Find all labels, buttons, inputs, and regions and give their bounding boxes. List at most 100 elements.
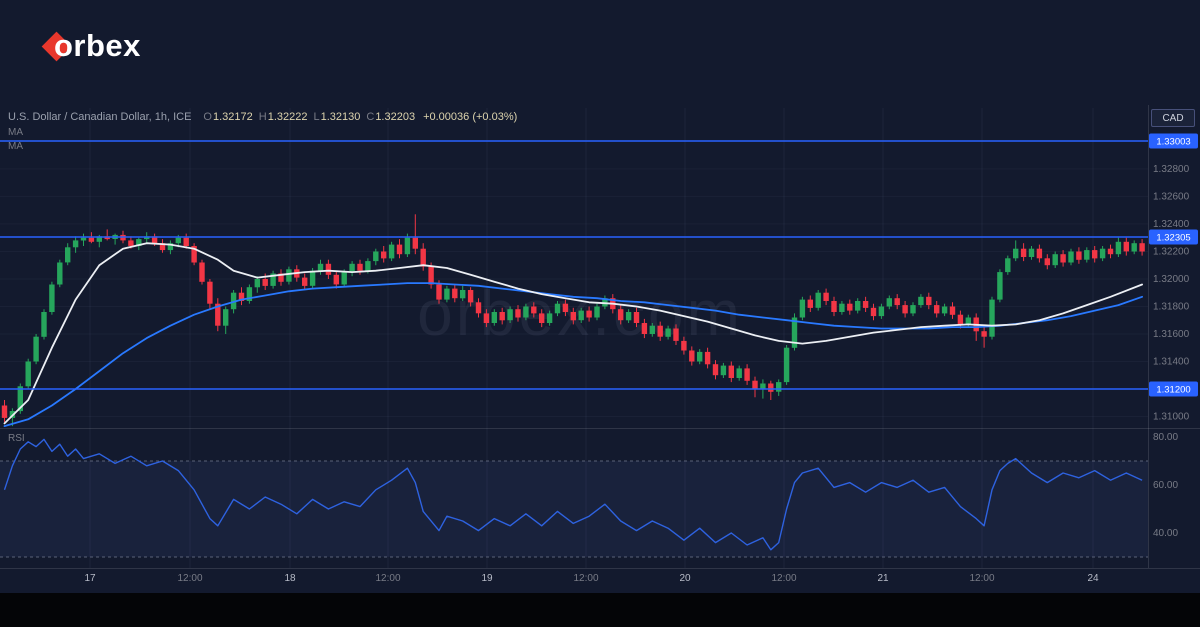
rsi-line xyxy=(3,438,1143,551)
candle-body xyxy=(902,305,908,314)
candle-body xyxy=(25,361,31,387)
candle-body xyxy=(523,306,529,318)
candle-body xyxy=(594,306,600,318)
candle-body xyxy=(420,248,426,267)
candle-body xyxy=(894,298,900,306)
candle-body xyxy=(254,279,260,288)
candle-body xyxy=(768,383,774,392)
candle-body xyxy=(183,237,189,246)
candle-body xyxy=(1028,248,1035,257)
candle-body xyxy=(799,299,806,318)
candle-body xyxy=(444,288,450,300)
chart-header: U.S. Dollar / Canadian Dollar, 1h, ICE O 1… xyxy=(8,111,517,123)
candle-body xyxy=(333,274,339,285)
candle-body xyxy=(317,263,324,271)
candle-body xyxy=(278,273,284,282)
price-level-badge-label: 1.33003 xyxy=(1156,137,1190,148)
candle-body xyxy=(689,350,695,362)
candle-body xyxy=(309,270,316,286)
candle-body xyxy=(270,273,276,286)
candle-body xyxy=(128,240,134,246)
candle-body xyxy=(989,299,995,337)
candle-body xyxy=(546,313,553,323)
low-value: 1.32130 xyxy=(320,111,361,123)
candle-body xyxy=(728,365,734,378)
candle-body xyxy=(1036,248,1043,259)
time-axis-label: 12:00 xyxy=(375,573,400,584)
candle-body xyxy=(365,261,371,271)
time-axis-label: 17 xyxy=(84,573,96,584)
candle-body xyxy=(396,244,403,255)
chart-canvas[interactable]: 1.32800 1.32600 1.32400 1.32200 1.32000 1.318… xyxy=(0,0,1200,593)
candle-body xyxy=(949,306,956,315)
candle-body xyxy=(704,351,711,365)
candle-body xyxy=(776,382,782,392)
candle-body xyxy=(1052,254,1058,266)
close-value: 1.32203 xyxy=(375,111,416,123)
candle-body xyxy=(325,263,332,275)
candle-body xyxy=(697,351,703,362)
candle-body xyxy=(847,303,853,311)
rsi-indicator-label: RSI xyxy=(8,433,25,444)
candle-body xyxy=(815,292,821,308)
candle-body xyxy=(381,251,387,259)
candle-body xyxy=(586,310,592,318)
open-label: O xyxy=(203,111,212,123)
ma-slow-line xyxy=(3,282,1143,428)
candle-body xyxy=(1,405,8,418)
candle-body xyxy=(191,246,197,263)
candle-body xyxy=(373,251,379,262)
candle-body xyxy=(618,309,624,321)
candle-body xyxy=(80,237,87,241)
candle-body xyxy=(760,383,766,389)
candle-body xyxy=(349,263,355,273)
candle-body xyxy=(941,306,948,314)
price-tick-label: 1.32800 xyxy=(1153,164,1190,175)
candle-body xyxy=(736,368,742,378)
candle-body xyxy=(870,307,877,317)
price-tick-label: 1.31000 xyxy=(1153,412,1190,423)
rsi-tick-label: 60.00 xyxy=(1153,480,1178,491)
candle-body xyxy=(96,236,102,242)
candle-body xyxy=(855,301,861,311)
candle-body xyxy=(175,237,181,244)
candle-body xyxy=(428,266,434,285)
candle-body xyxy=(997,272,1003,300)
candle-body xyxy=(404,237,411,255)
candle-body xyxy=(230,292,237,310)
candle-body xyxy=(1139,243,1145,252)
candle-body xyxy=(886,298,892,307)
candle-body xyxy=(499,312,505,321)
candle-body xyxy=(562,303,569,312)
candle-body xyxy=(491,312,497,323)
candle-body xyxy=(1084,250,1090,260)
candle-body xyxy=(910,305,916,314)
time-axis-label: 20 xyxy=(679,573,691,584)
ma-fast-line xyxy=(3,242,1143,425)
symbol-title[interactable]: U.S. Dollar / Canadian Dollar, 1h, ICE xyxy=(8,111,192,123)
candle-body xyxy=(88,237,95,242)
rsi-tick-label: 80.00 xyxy=(1153,432,1178,443)
candle-body xyxy=(1005,258,1011,273)
candle-body xyxy=(641,323,648,334)
price-tick-label: 1.32200 xyxy=(1153,246,1190,257)
candle-body xyxy=(33,336,39,362)
candle-body xyxy=(539,313,545,323)
candle-body xyxy=(1123,241,1129,252)
price-tick-label: 1.32000 xyxy=(1153,274,1190,285)
candle-body xyxy=(1020,248,1027,257)
candle-body xyxy=(215,303,221,326)
candle-body xyxy=(357,263,363,271)
candle-body xyxy=(286,269,292,282)
candle-body xyxy=(981,331,987,337)
candle-body xyxy=(831,301,837,312)
candle-body xyxy=(467,290,474,303)
price-level-badge-label: 1.31200 xyxy=(1156,385,1190,396)
candle-body xyxy=(1131,243,1137,252)
candle-body xyxy=(151,236,158,244)
price-scale-currency-button[interactable]: CAD xyxy=(1151,109,1195,127)
candle-body xyxy=(388,244,395,259)
time-axis-label: 18 xyxy=(284,573,296,584)
candle-body xyxy=(246,287,253,301)
